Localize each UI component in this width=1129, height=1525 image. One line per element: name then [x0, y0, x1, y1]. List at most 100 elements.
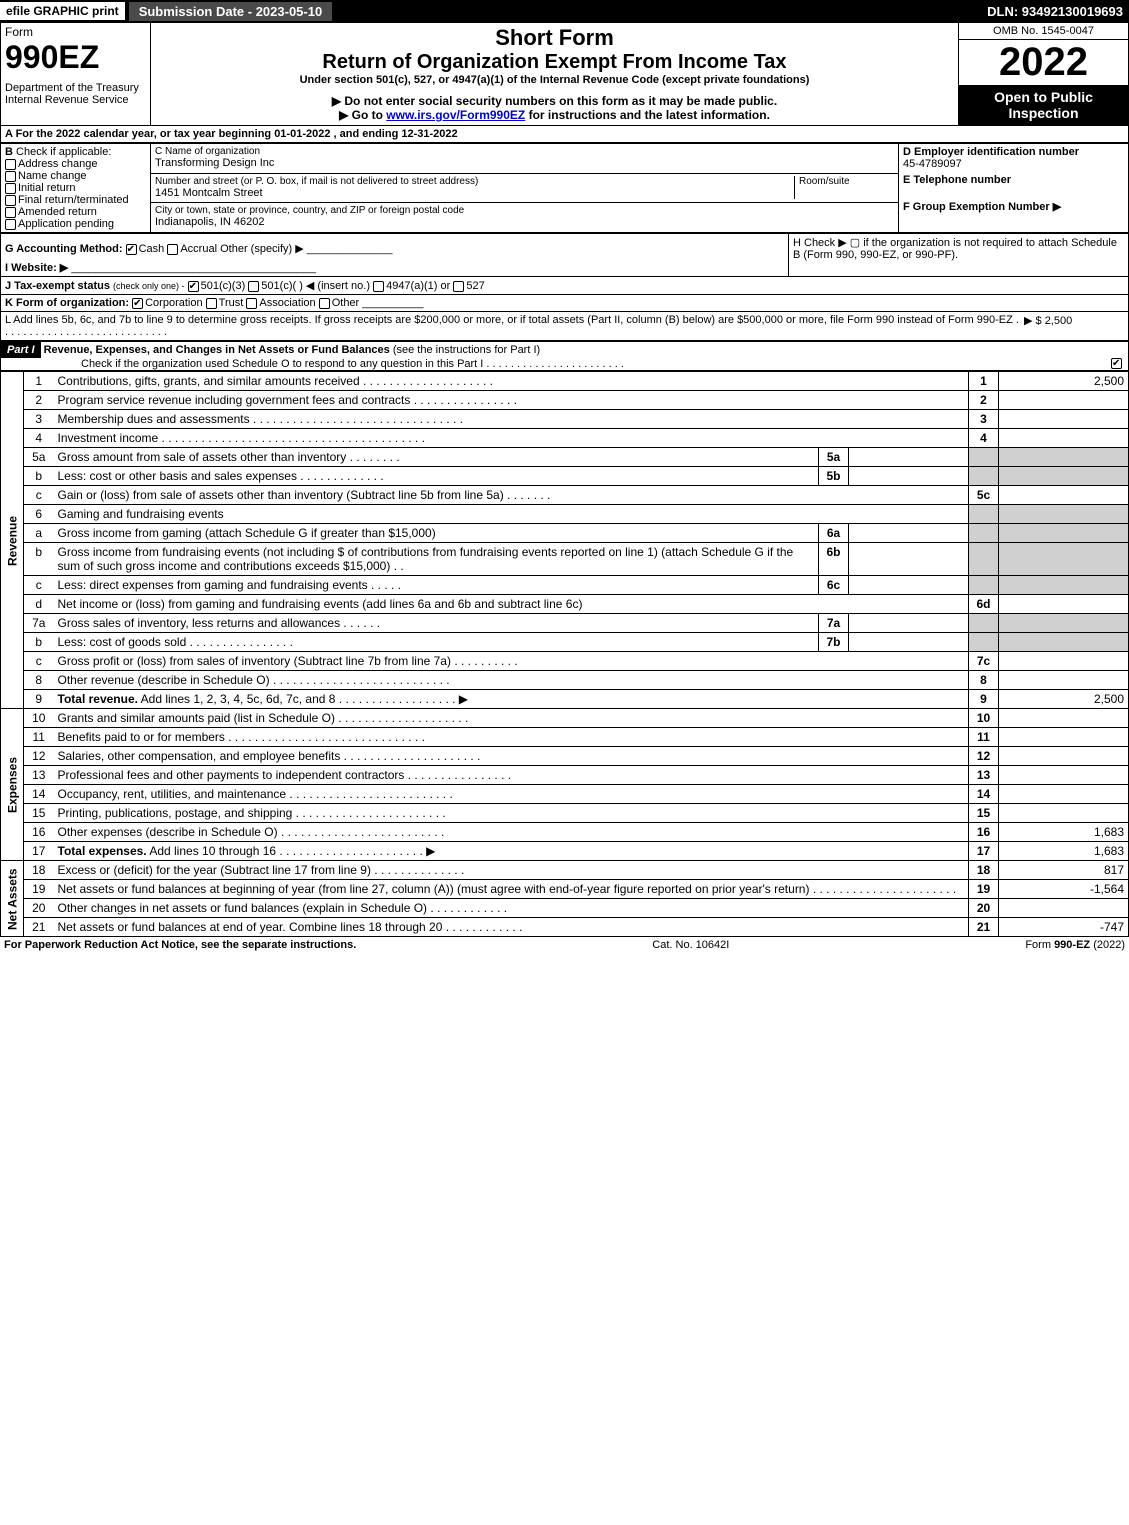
- line-desc: Other changes in net assets or fund bala…: [58, 901, 428, 915]
- line-num: 3: [24, 410, 54, 429]
- line-desc: Professional fees and other payments to …: [58, 768, 405, 782]
- line-num: 16: [24, 823, 54, 842]
- efile-label: efile GRAPHIC print: [0, 2, 125, 20]
- line-value: [999, 728, 1129, 747]
- subline-value: [849, 448, 969, 467]
- line-num: 9: [24, 690, 54, 709]
- page-footer: For Paperwork Reduction Act Notice, see …: [0, 937, 1129, 953]
- part1-note: (see the instructions for Part I): [393, 344, 540, 356]
- line-desc: Net assets or fund balances at end of ye…: [58, 920, 443, 934]
- shade-cell: [999, 524, 1129, 543]
- shade-cell: [969, 633, 999, 652]
- line-num: 12: [24, 747, 54, 766]
- expenses-side-label: Expenses: [1, 709, 24, 861]
- check-pending[interactable]: Application pending: [5, 218, 146, 230]
- line-num: b: [24, 633, 54, 652]
- subtitle: Under section 501(c), 527, or 4947(a)(1)…: [155, 74, 954, 86]
- line-value: [999, 595, 1129, 614]
- check-initial[interactable]: Initial return: [5, 182, 146, 194]
- instr2-pre: ▶ Go to: [339, 108, 386, 122]
- line-desc: Other expenses (describe in Schedule O): [58, 825, 278, 839]
- cash-checkbox[interactable]: [126, 244, 137, 255]
- line-rnum: 3: [969, 410, 999, 429]
- line-desc: Gross amount from sale of assets other t…: [58, 450, 347, 464]
- section-j: J Tax-exempt status (check only one) - 5…: [0, 277, 1129, 295]
- subline-value: [849, 543, 969, 576]
- addr-label: Number and street (or P. O. box, if mail…: [155, 176, 794, 187]
- line-desc: Membership dues and assessments: [58, 412, 250, 426]
- open-public: Open to Public Inspection: [959, 85, 1128, 125]
- omb-number: OMB No. 1545-0047: [959, 23, 1129, 40]
- line-value: [999, 429, 1129, 448]
- subline-num: 6b: [819, 543, 849, 576]
- group-exempt-label: F Group Exemption Number ▶: [903, 200, 1124, 213]
- irs-link[interactable]: www.irs.gov/Form990EZ: [386, 108, 525, 122]
- line-desc: Less: direct expenses from gaming and fu…: [58, 578, 368, 592]
- line-rnum: 5c: [969, 486, 999, 505]
- shade-cell: [999, 467, 1129, 486]
- subline-value: [849, 633, 969, 652]
- shade-cell: [999, 633, 1129, 652]
- line-rnum: 12: [969, 747, 999, 766]
- dln-label: DLN: 93492130019693: [987, 4, 1129, 19]
- form-number: 990EZ: [5, 39, 146, 76]
- line-desc: Benefits paid to or for members: [58, 730, 225, 744]
- tax-year: 2022: [959, 40, 1128, 85]
- footer-right: Form 990-EZ (2022): [1025, 939, 1125, 951]
- line-num: 2: [24, 391, 54, 410]
- other-checkbox[interactable]: [319, 298, 330, 309]
- 527-checkbox[interactable]: [453, 281, 464, 292]
- section-h: H Check ▶ ▢ if the organization is not r…: [789, 234, 1129, 277]
- line-rnum: 1: [969, 372, 999, 391]
- line-num: a: [24, 524, 54, 543]
- ghi-table: G Accounting Method: Cash Accrual Other …: [0, 233, 1129, 277]
- 501c3-checkbox[interactable]: [188, 281, 199, 292]
- 501c-checkbox[interactable]: [248, 281, 259, 292]
- check-amended[interactable]: Amended return: [5, 206, 146, 218]
- check-final[interactable]: Final return/terminated: [5, 194, 146, 206]
- section-g: G Accounting Method: Cash Accrual Other …: [5, 236, 784, 261]
- line-rnum: 18: [969, 861, 999, 880]
- line-rnum: 9: [969, 690, 999, 709]
- assoc-checkbox[interactable]: [246, 298, 257, 309]
- line-rnum: 8: [969, 671, 999, 690]
- section-c-name-label: C Name of organization: [155, 146, 894, 157]
- line-desc: Other revenue (describe in Schedule O): [58, 673, 270, 687]
- form-header-table: Form 990EZ Department of the Treasury In…: [0, 22, 1129, 126]
- instruction-1: ▶ Do not enter social security numbers o…: [155, 94, 954, 108]
- line-value: 817: [999, 861, 1129, 880]
- line-value: [999, 804, 1129, 823]
- line-num: 17: [24, 842, 54, 861]
- line-value: -1,564: [999, 880, 1129, 899]
- line-num: b: [24, 543, 54, 576]
- footer-mid: Cat. No. 10642I: [652, 939, 729, 951]
- schedule-o-checkbox[interactable]: [1111, 358, 1122, 369]
- line-desc: Grants and similar amounts paid (list in…: [58, 711, 335, 725]
- section-l: L Add lines 5b, 6c, and 7b to line 9 to …: [0, 312, 1129, 341]
- line-num: 20: [24, 899, 54, 918]
- accrual-checkbox[interactable]: [167, 244, 178, 255]
- 4947-checkbox[interactable]: [373, 281, 384, 292]
- shade-cell: [969, 505, 999, 524]
- shade-cell: [969, 614, 999, 633]
- check-name[interactable]: Name change: [5, 170, 146, 182]
- corp-checkbox[interactable]: [132, 298, 143, 309]
- line-desc: Contributions, gifts, grants, and simila…: [58, 374, 360, 388]
- line-num: 7a: [24, 614, 54, 633]
- line-num: 10: [24, 709, 54, 728]
- line-desc: Gaming and fundraising events: [58, 507, 224, 521]
- trust-checkbox[interactable]: [206, 298, 217, 309]
- line-value: [999, 747, 1129, 766]
- footer-left: For Paperwork Reduction Act Notice, see …: [4, 939, 356, 951]
- check-address[interactable]: Address change: [5, 158, 146, 170]
- instruction-2: ▶ Go to www.irs.gov/Form990EZ for instru…: [155, 108, 954, 122]
- shade-cell: [969, 448, 999, 467]
- section-k: K Form of organization: Corporation Trus…: [0, 295, 1129, 312]
- part1-check-text: Check if the organization used Schedule …: [81, 358, 483, 370]
- line-rnum: 13: [969, 766, 999, 785]
- submission-date: Submission Date - 2023-05-10: [129, 2, 333, 21]
- line-num: 19: [24, 880, 54, 899]
- subline-value: [849, 467, 969, 486]
- shade-cell: [999, 448, 1129, 467]
- line-rnum: 21: [969, 918, 999, 937]
